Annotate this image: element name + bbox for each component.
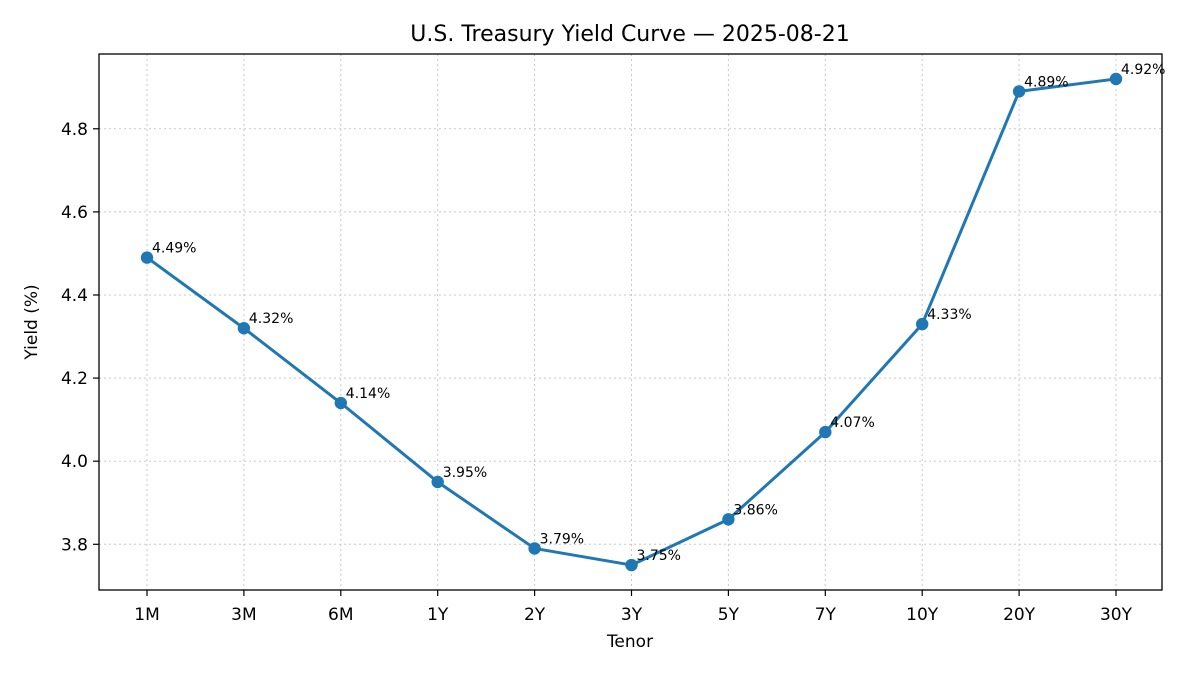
x-tick-label: 30Y bbox=[1100, 605, 1133, 625]
yield-data-label: 4.92% bbox=[1121, 62, 1165, 78]
data-labels-layer: 4.49% 4.32% 4.14% 3.95% 3.79% 3.75% 3.86% 4.07%… bbox=[152, 62, 1165, 564]
x-tick-label: 1Y bbox=[427, 605, 449, 625]
y-axis-label: Yield (%) bbox=[22, 284, 42, 360]
yield-point-marker bbox=[916, 317, 929, 331]
yield-point-marker bbox=[1012, 85, 1026, 98]
yield-point-marker bbox=[528, 542, 541, 555]
x-tick-label: 3M bbox=[231, 605, 256, 625]
x-axis-label: Tenor bbox=[606, 632, 653, 652]
yield-data-label: 3.95% bbox=[443, 465, 487, 481]
yield-data-label: 4.07% bbox=[830, 415, 874, 431]
yield-data-label: 3.86% bbox=[733, 502, 777, 518]
yield-point-marker bbox=[431, 475, 444, 489]
plot-frame bbox=[98, 53, 1163, 591]
yield-data-label: 4.33% bbox=[927, 307, 971, 323]
yield-point-marker bbox=[722, 513, 735, 526]
series-layer bbox=[140, 72, 1123, 572]
grid-layer bbox=[99, 54, 1162, 590]
x-tick-label: 1M bbox=[134, 605, 159, 625]
y-tick-label: 4.8 bbox=[61, 120, 88, 140]
yield-point-marker bbox=[625, 558, 638, 572]
yield-data-label: 4.32% bbox=[249, 311, 293, 327]
yield-point-marker bbox=[237, 322, 251, 335]
x-tick-label: 10Y bbox=[906, 605, 939, 625]
x-tick-label: 6M bbox=[328, 605, 353, 625]
yield-data-label: 4.89% bbox=[1024, 74, 1068, 90]
axes-layer: 1M 3M 6M 1Y 2Y 3Y 5Y 7Y 10Y 20Y 30Y 3.8 4.0 4.2 4.4 4.6… bbox=[61, 120, 1133, 625]
x-tick-label: 2Y bbox=[524, 605, 546, 625]
yield-point-marker bbox=[819, 425, 832, 439]
chart-title: U.S. Treasury Yield Curve — 2025-08-21 bbox=[410, 22, 849, 47]
y-tick-label: 4.6 bbox=[61, 203, 88, 223]
x-tick-label: 5Y bbox=[718, 605, 740, 625]
yield-data-label: 3.79% bbox=[540, 531, 584, 547]
y-tick-label: 3.8 bbox=[61, 535, 88, 555]
yield-point-marker bbox=[334, 396, 347, 410]
yield-data-label: 4.49% bbox=[152, 241, 196, 257]
x-tick-label: 7Y bbox=[815, 605, 837, 625]
x-tick-label: 3Y bbox=[621, 605, 643, 625]
yield-data-label: 3.75% bbox=[637, 548, 681, 564]
yield-point-marker bbox=[140, 251, 154, 264]
y-tick-label: 4.2 bbox=[61, 369, 88, 389]
yield-data-label: 4.14% bbox=[346, 386, 390, 402]
y-tick-label: 4.0 bbox=[61, 452, 88, 472]
yield-point-marker bbox=[1109, 72, 1123, 86]
x-tick-label: 20Y bbox=[1003, 605, 1036, 625]
y-tick-label: 4.4 bbox=[61, 286, 88, 306]
